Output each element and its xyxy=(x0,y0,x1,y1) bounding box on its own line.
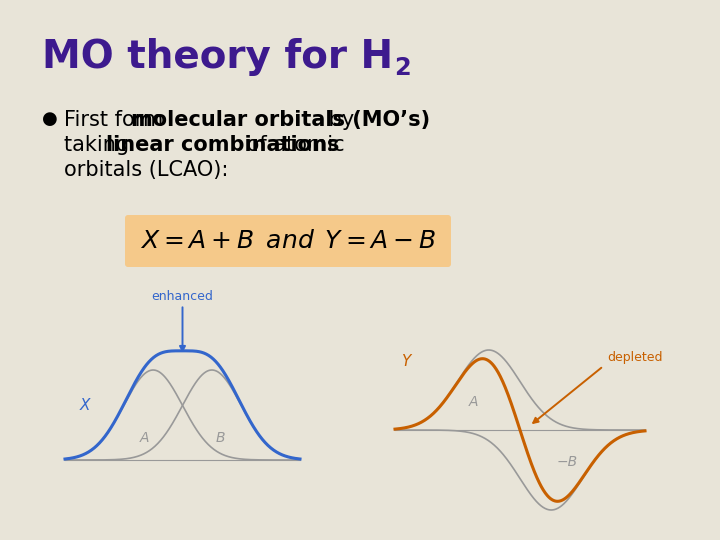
Text: taking: taking xyxy=(64,135,136,155)
Text: orbitals (LCAO):: orbitals (LCAO): xyxy=(64,160,228,180)
Text: enhanced: enhanced xyxy=(152,289,213,302)
Text: ●: ● xyxy=(42,110,58,128)
Text: $X = A + B\,$ and $\,Y = A - B$: $X = A + B\,$ and $\,Y = A - B$ xyxy=(140,229,436,253)
Text: MO theory for H: MO theory for H xyxy=(42,38,393,76)
Text: B: B xyxy=(216,430,225,444)
Text: A: A xyxy=(140,430,149,444)
FancyBboxPatch shape xyxy=(125,215,451,267)
Text: depleted: depleted xyxy=(608,352,663,365)
Text: Y: Y xyxy=(401,354,410,369)
Text: A: A xyxy=(469,395,478,409)
Text: 2: 2 xyxy=(394,56,410,80)
Text: of atomic: of atomic xyxy=(240,135,345,155)
Text: linear combinations: linear combinations xyxy=(106,135,339,155)
Text: First form: First form xyxy=(64,110,170,130)
Text: X: X xyxy=(80,399,90,414)
Text: −B: −B xyxy=(557,455,577,469)
Text: by: by xyxy=(322,110,354,130)
Text: molecular orbitals (MO’s): molecular orbitals (MO’s) xyxy=(131,110,430,130)
